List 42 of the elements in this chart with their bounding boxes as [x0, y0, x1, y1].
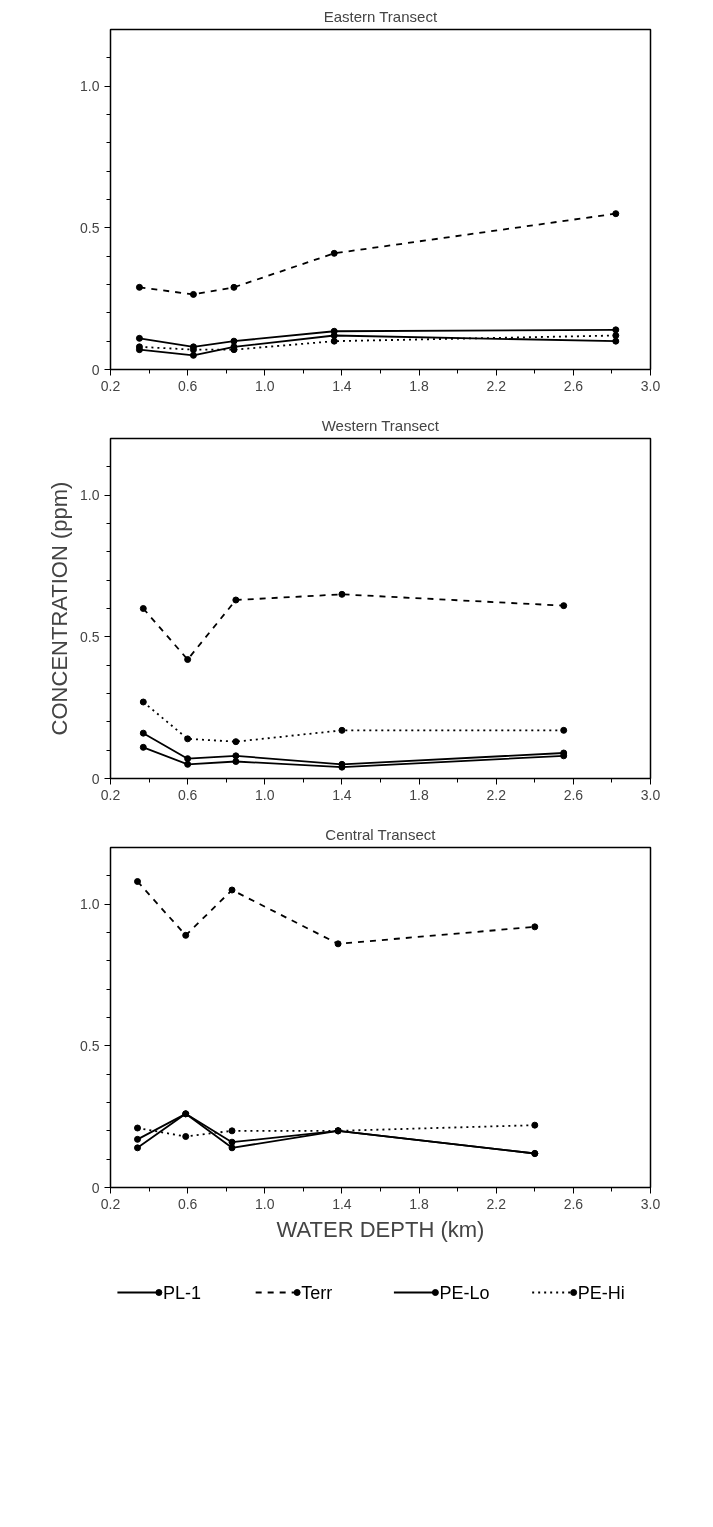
y-tick-label: 0.5: [80, 628, 100, 645]
x-tick-label: 2.6: [563, 1195, 584, 1212]
x-tick-label: 0.6: [177, 1195, 198, 1212]
x-tick-label: 1.8: [409, 786, 430, 803]
x-tick-label: 1.4: [332, 1195, 352, 1212]
chart-title: Central Transect: [325, 825, 437, 843]
x-tick-label: 1.4: [332, 377, 352, 394]
x-tick-label: 1.4: [332, 786, 352, 803]
y-tick-label: 0: [91, 770, 100, 787]
legend-label: PE-Hi: [577, 1282, 625, 1303]
x-tick-label: 0.6: [177, 377, 198, 394]
y-tick-label: 1.0: [80, 78, 100, 95]
x-tick-label: 1.8: [409, 1195, 430, 1212]
legend-label: PE-Lo: [439, 1282, 490, 1303]
x-tick-label: 2.2: [486, 786, 507, 803]
x-tick-label: 2.2: [486, 1195, 507, 1212]
x-tick-label: 3.0: [640, 1195, 661, 1212]
x-tick-label: 2.2: [486, 377, 507, 394]
x-tick-label: 1.0: [255, 786, 275, 803]
x-axis-title: WATER DEPTH (km): [276, 1216, 485, 1242]
y-tick-label: 0.5: [80, 219, 100, 236]
x-tick-label: 0.2: [100, 1195, 121, 1212]
x-tick-label: 0.6: [177, 786, 198, 803]
y-axis-title: CONCENTRATION (ppm): [47, 481, 73, 736]
y-tick-label: 1.0: [80, 896, 100, 913]
x-tick-label: 3.0: [640, 377, 661, 394]
x-tick-label: 0.2: [100, 377, 121, 394]
x-tick-label: 1.8: [409, 377, 430, 394]
x-tick-label: 0.2: [100, 786, 121, 803]
x-tick-label: 1.0: [255, 377, 275, 394]
legend-label: Terr: [301, 1282, 333, 1303]
chart-title: Eastern Transect: [323, 7, 438, 25]
y-tick-label: 0: [91, 361, 100, 378]
x-tick-label: 1.0: [255, 1195, 275, 1212]
chart-title: Western Transect: [321, 416, 440, 434]
y-tick-label: 1.0: [80, 487, 100, 504]
x-tick-label: 2.6: [563, 786, 584, 803]
x-tick-label: 2.6: [563, 377, 584, 394]
y-tick-label: 0: [91, 1179, 100, 1196]
y-tick-label: 0.5: [80, 1037, 100, 1054]
legend-label: PL-1: [163, 1282, 202, 1303]
x-tick-label: 3.0: [640, 786, 661, 803]
